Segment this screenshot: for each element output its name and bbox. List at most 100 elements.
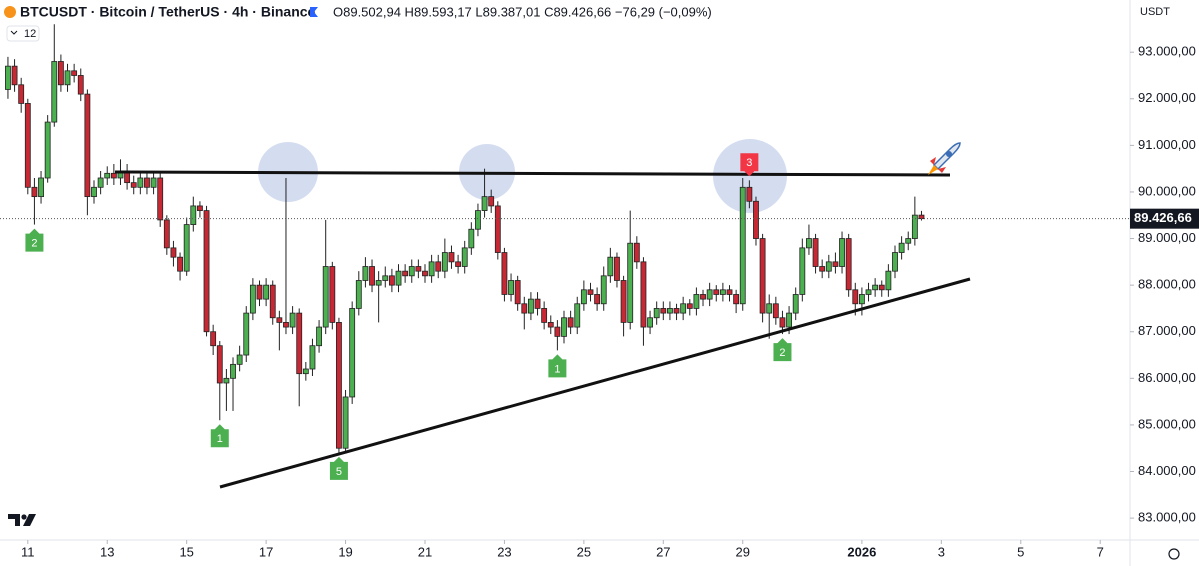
candle-body	[759, 238, 766, 314]
candle-body	[362, 266, 369, 281]
y-tick-label: 83.000,00	[1138, 510, 1196, 525]
x-tick-label: 2026	[847, 544, 876, 559]
candle-body	[382, 275, 389, 281]
candle-body	[786, 312, 792, 328]
candle-body	[84, 93, 91, 198]
candle-body	[203, 210, 210, 333]
candle-body	[600, 275, 607, 305]
candle-body	[779, 317, 786, 328]
candle-body	[839, 238, 845, 267]
candle-body	[110, 172, 117, 179]
candle-body	[223, 377, 230, 384]
candle-body	[408, 266, 415, 277]
candle-body	[336, 322, 342, 449]
x-tick-label: 29	[736, 544, 750, 559]
candle-body	[5, 65, 11, 90]
settings-icon[interactable]	[1168, 548, 1180, 560]
candle-body	[38, 177, 44, 198]
candle-body	[885, 270, 892, 291]
candle-body	[580, 289, 587, 305]
candle-body	[402, 270, 409, 277]
candle-body	[183, 224, 190, 272]
signal-label: 5	[336, 466, 342, 478]
candles	[5, 24, 925, 453]
candle-body	[845, 238, 852, 291]
signal-marker	[773, 338, 792, 362]
candle-body	[435, 261, 442, 272]
candle-body	[819, 266, 826, 272]
chevron	[10, 30, 18, 35]
x-tick-label: 13	[100, 544, 114, 559]
candle-body	[342, 396, 349, 449]
candle-body	[144, 177, 150, 188]
signal-label: 1	[554, 363, 560, 375]
candle-body	[733, 294, 740, 305]
candle-body	[283, 322, 289, 328]
candle-body	[878, 284, 885, 291]
candle-body	[97, 177, 104, 188]
candle-body	[71, 70, 78, 76]
y-tick-label: 85.000,00	[1138, 416, 1196, 431]
candle-body	[11, 65, 18, 86]
y-tick-label: 84.000,00	[1138, 463, 1196, 478]
candle-body	[375, 280, 382, 286]
candle-body	[355, 280, 362, 309]
candle-body	[296, 312, 303, 375]
x-tick-label: 3	[938, 544, 945, 559]
candle-body	[713, 289, 720, 295]
candle-body	[686, 303, 693, 309]
candle-body	[263, 284, 270, 300]
candle-body	[911, 214, 918, 239]
tv-logo	[8, 514, 36, 526]
candle-body	[892, 252, 898, 272]
candle-body	[898, 242, 905, 253]
candle-body	[607, 256, 614, 277]
x-tick-label: 15	[179, 544, 193, 559]
candle-body	[766, 303, 773, 314]
x-tick-label: 19	[338, 544, 352, 559]
candle-body	[726, 289, 733, 295]
candle-body	[236, 354, 243, 365]
candle-body	[51, 61, 58, 123]
candle-body	[753, 200, 759, 239]
candle-body	[415, 266, 422, 272]
candle-body	[468, 228, 475, 249]
signal-marker	[329, 456, 348, 480]
indicator-box[interactable]	[6, 25, 40, 42]
last-price-label: 89.426,66	[1134, 210, 1192, 225]
candle-body	[574, 303, 581, 328]
candle-body	[825, 261, 832, 272]
ohlc-legend: O89.502,94 H89.593,17 L89.387,01 C89.426…	[333, 4, 712, 19]
candle-body	[806, 238, 812, 249]
candle-body	[57, 61, 64, 86]
candle-body	[872, 284, 879, 291]
signal-label: 2	[779, 347, 785, 359]
candle-body	[693, 294, 700, 309]
candle-body	[230, 363, 236, 379]
candle-body	[329, 266, 336, 323]
candle-body	[441, 252, 448, 272]
candle-body	[422, 270, 428, 277]
candle-body	[137, 177, 144, 188]
candle-body	[667, 308, 673, 314]
candle-body	[792, 294, 799, 314]
currency-label: USDT	[1140, 6, 1170, 18]
x-tick-label: 23	[497, 544, 511, 559]
signal-marker	[548, 354, 567, 378]
candle-body	[640, 261, 647, 328]
symbol-title: BTCUSDT · Bitcoin / TetherUS · 4h · Bina…	[20, 4, 316, 20]
candle-body	[104, 172, 111, 179]
candle-body	[369, 266, 375, 286]
candle-body	[918, 214, 925, 220]
candle-body	[395, 270, 402, 286]
candle-body	[163, 219, 170, 249]
candle-body	[799, 247, 806, 295]
circle	[713, 139, 787, 213]
candle-body	[210, 331, 217, 347]
candle-body	[455, 261, 462, 267]
flag-icon	[310, 7, 318, 17]
candle-body	[130, 182, 137, 188]
candle-body	[719, 289, 726, 295]
candle-body	[289, 312, 296, 328]
